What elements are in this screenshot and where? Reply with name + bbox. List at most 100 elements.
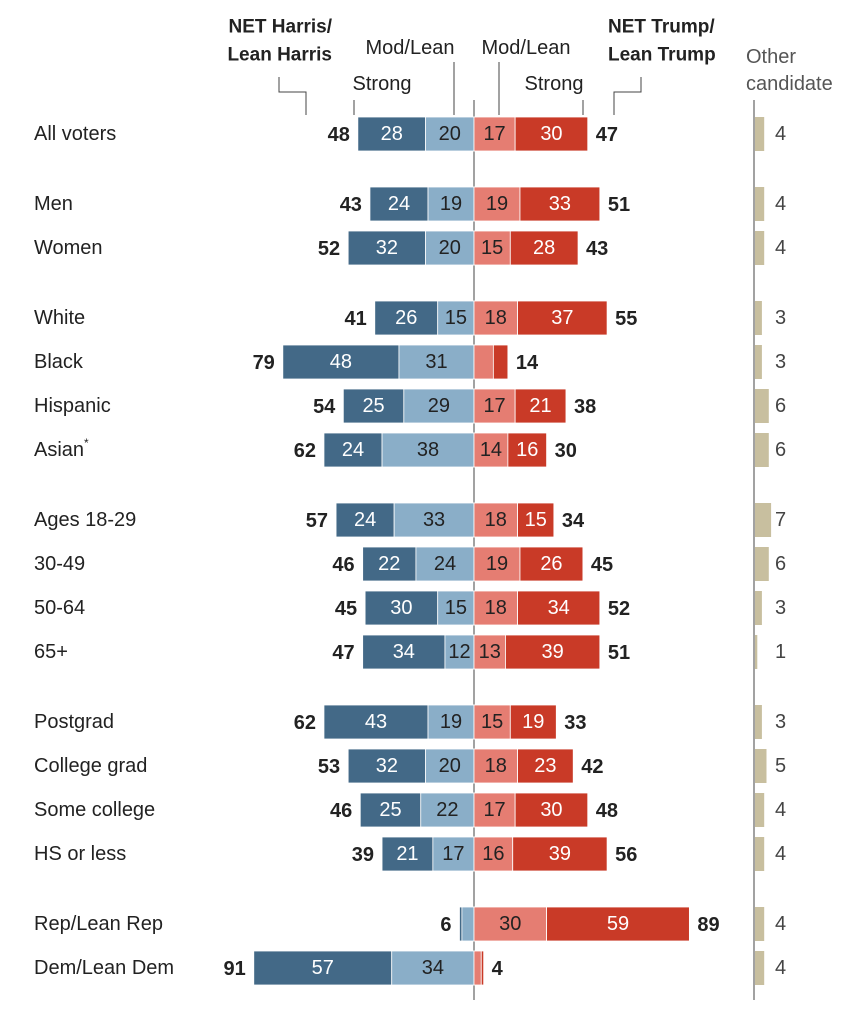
bar-harris-strong	[323, 432, 383, 468]
bar-trump-mod	[473, 590, 518, 626]
bar-harris-mod	[393, 502, 475, 538]
bar-harris-strong-label: 25	[379, 799, 401, 821]
bar-trump-strong	[517, 748, 574, 784]
net-trump-value: 14	[516, 352, 539, 374]
bar-harris-mod-label: 15	[445, 307, 467, 329]
bar-trump-strong	[546, 906, 690, 942]
net-trump-value: 56	[615, 844, 637, 866]
bar-harris-mod	[391, 950, 475, 986]
leader-net-trump	[613, 77, 642, 115]
net-trump-value: 51	[608, 642, 630, 664]
bar-harris-strong-label: 48	[330, 351, 352, 373]
bar-harris-strong-label: 30	[390, 597, 412, 619]
net-harris-value: 46	[332, 554, 354, 576]
bar-harris-mod-label: 12	[448, 641, 470, 663]
net-harris-value: 6	[440, 914, 451, 936]
bar-harris-mod	[444, 634, 475, 670]
other-value: 7	[775, 509, 786, 531]
bar-trump-strong-label: 16	[516, 439, 538, 461]
net-harris-value: 48	[328, 124, 350, 146]
bar-trump-mod	[473, 546, 521, 582]
bar-trump-strong-label: 39	[542, 641, 564, 663]
other-value: 3	[775, 597, 786, 619]
bar-trump-mod	[473, 748, 518, 784]
bar-harris-strong-label: 24	[354, 509, 376, 531]
other-value: 5	[775, 755, 786, 777]
bar-other	[755, 951, 765, 985]
header-harris-mod: Mod/Lean	[366, 37, 455, 59]
bar-harris-mod-label: 20	[439, 755, 461, 777]
bar-other	[755, 433, 769, 467]
bar-other	[755, 503, 772, 537]
header-net-trump: Lean Trump	[608, 45, 716, 66]
row-label: Some college	[34, 799, 155, 821]
bar-harris-strong	[362, 546, 417, 582]
bar-harris-strong-label: 26	[395, 307, 417, 329]
row-label: Rep/Lean Rep	[34, 913, 163, 935]
row-label: College grad	[34, 755, 147, 777]
bar-harris-mod-label: 19	[440, 193, 462, 215]
bar-harris-strong	[369, 186, 429, 222]
net-harris-value: 62	[294, 712, 316, 734]
net-harris-value: 91	[224, 958, 246, 980]
bar-trump-mod-label: 13	[479, 641, 501, 663]
bar-trump-strong-label: 39	[549, 843, 571, 865]
bar-harris-strong-label: 28	[381, 123, 403, 145]
bar-trump-mod-label: 16	[482, 843, 504, 865]
other-value: 6	[775, 395, 786, 417]
bar-harris-strong-label: 22	[378, 553, 400, 575]
net-trump-value: 34	[562, 510, 585, 532]
bar-trump-mod-label: 15	[481, 237, 503, 259]
bar-trump-strong	[492, 344, 509, 380]
net-harris-value: 52	[318, 238, 340, 260]
bar-harris-strong	[347, 748, 427, 784]
other-value: 3	[775, 307, 786, 329]
bar-trump-mod	[473, 906, 547, 942]
bar-trump-strong	[514, 792, 589, 828]
bar-trump-strong	[505, 634, 601, 670]
bar-other	[755, 705, 762, 739]
net-trump-value: 38	[574, 396, 596, 418]
net-trump-value: 47	[596, 124, 618, 146]
row-label: Ages 18-29	[34, 509, 136, 531]
bar-trump-strong	[480, 950, 485, 986]
row-label: Postgrad	[34, 711, 114, 733]
bar-trump-strong	[519, 546, 584, 582]
net-harris-value: 43	[340, 194, 362, 216]
bar-harris-mod	[461, 906, 475, 942]
bar-harris-mod-label: 20	[439, 237, 461, 259]
net-trump-value: 30	[555, 440, 577, 462]
bar-trump-mod-label: 17	[483, 123, 505, 145]
other-value: 4	[775, 237, 786, 259]
bar-trump-mod-label: 17	[483, 395, 505, 417]
bar-trump-strong-label: 28	[533, 237, 555, 259]
bar-trump-strong	[512, 836, 608, 872]
net-harris-value: 62	[294, 440, 316, 462]
bar-trump-mod-label: 14	[480, 439, 502, 461]
net-trump-value: 4	[492, 958, 504, 980]
net-harris-value: 79	[253, 352, 275, 374]
bar-harris-mod	[427, 186, 475, 222]
bar-harris-strong-label: 32	[376, 755, 398, 777]
other-value: 6	[775, 439, 786, 461]
bar-trump-strong	[519, 186, 601, 222]
bar-other	[755, 591, 762, 625]
bar-harris-strong-label: 24	[388, 193, 410, 215]
bar-trump-mod	[473, 502, 518, 538]
bar-other	[755, 907, 765, 941]
bar-trump-strong	[509, 704, 557, 740]
bar-harris-strong	[335, 502, 395, 538]
bar-trump-strong	[514, 388, 567, 424]
bar-trump-strong	[507, 432, 548, 468]
row-label: All voters	[34, 123, 116, 145]
bar-trump-strong-label: 23	[534, 755, 556, 777]
bar-trump-mod	[473, 704, 511, 740]
bar-harris-mod-label: 38	[417, 439, 439, 461]
bar-other	[755, 117, 765, 151]
bar-harris-strong-label: 43	[365, 711, 387, 733]
net-harris-value: 47	[332, 642, 354, 664]
net-harris-value: 39	[352, 844, 374, 866]
header-harris-strong: Strong	[353, 73, 412, 95]
bar-trump-mod	[473, 230, 511, 266]
bar-trump-mod-label: 18	[485, 597, 507, 619]
